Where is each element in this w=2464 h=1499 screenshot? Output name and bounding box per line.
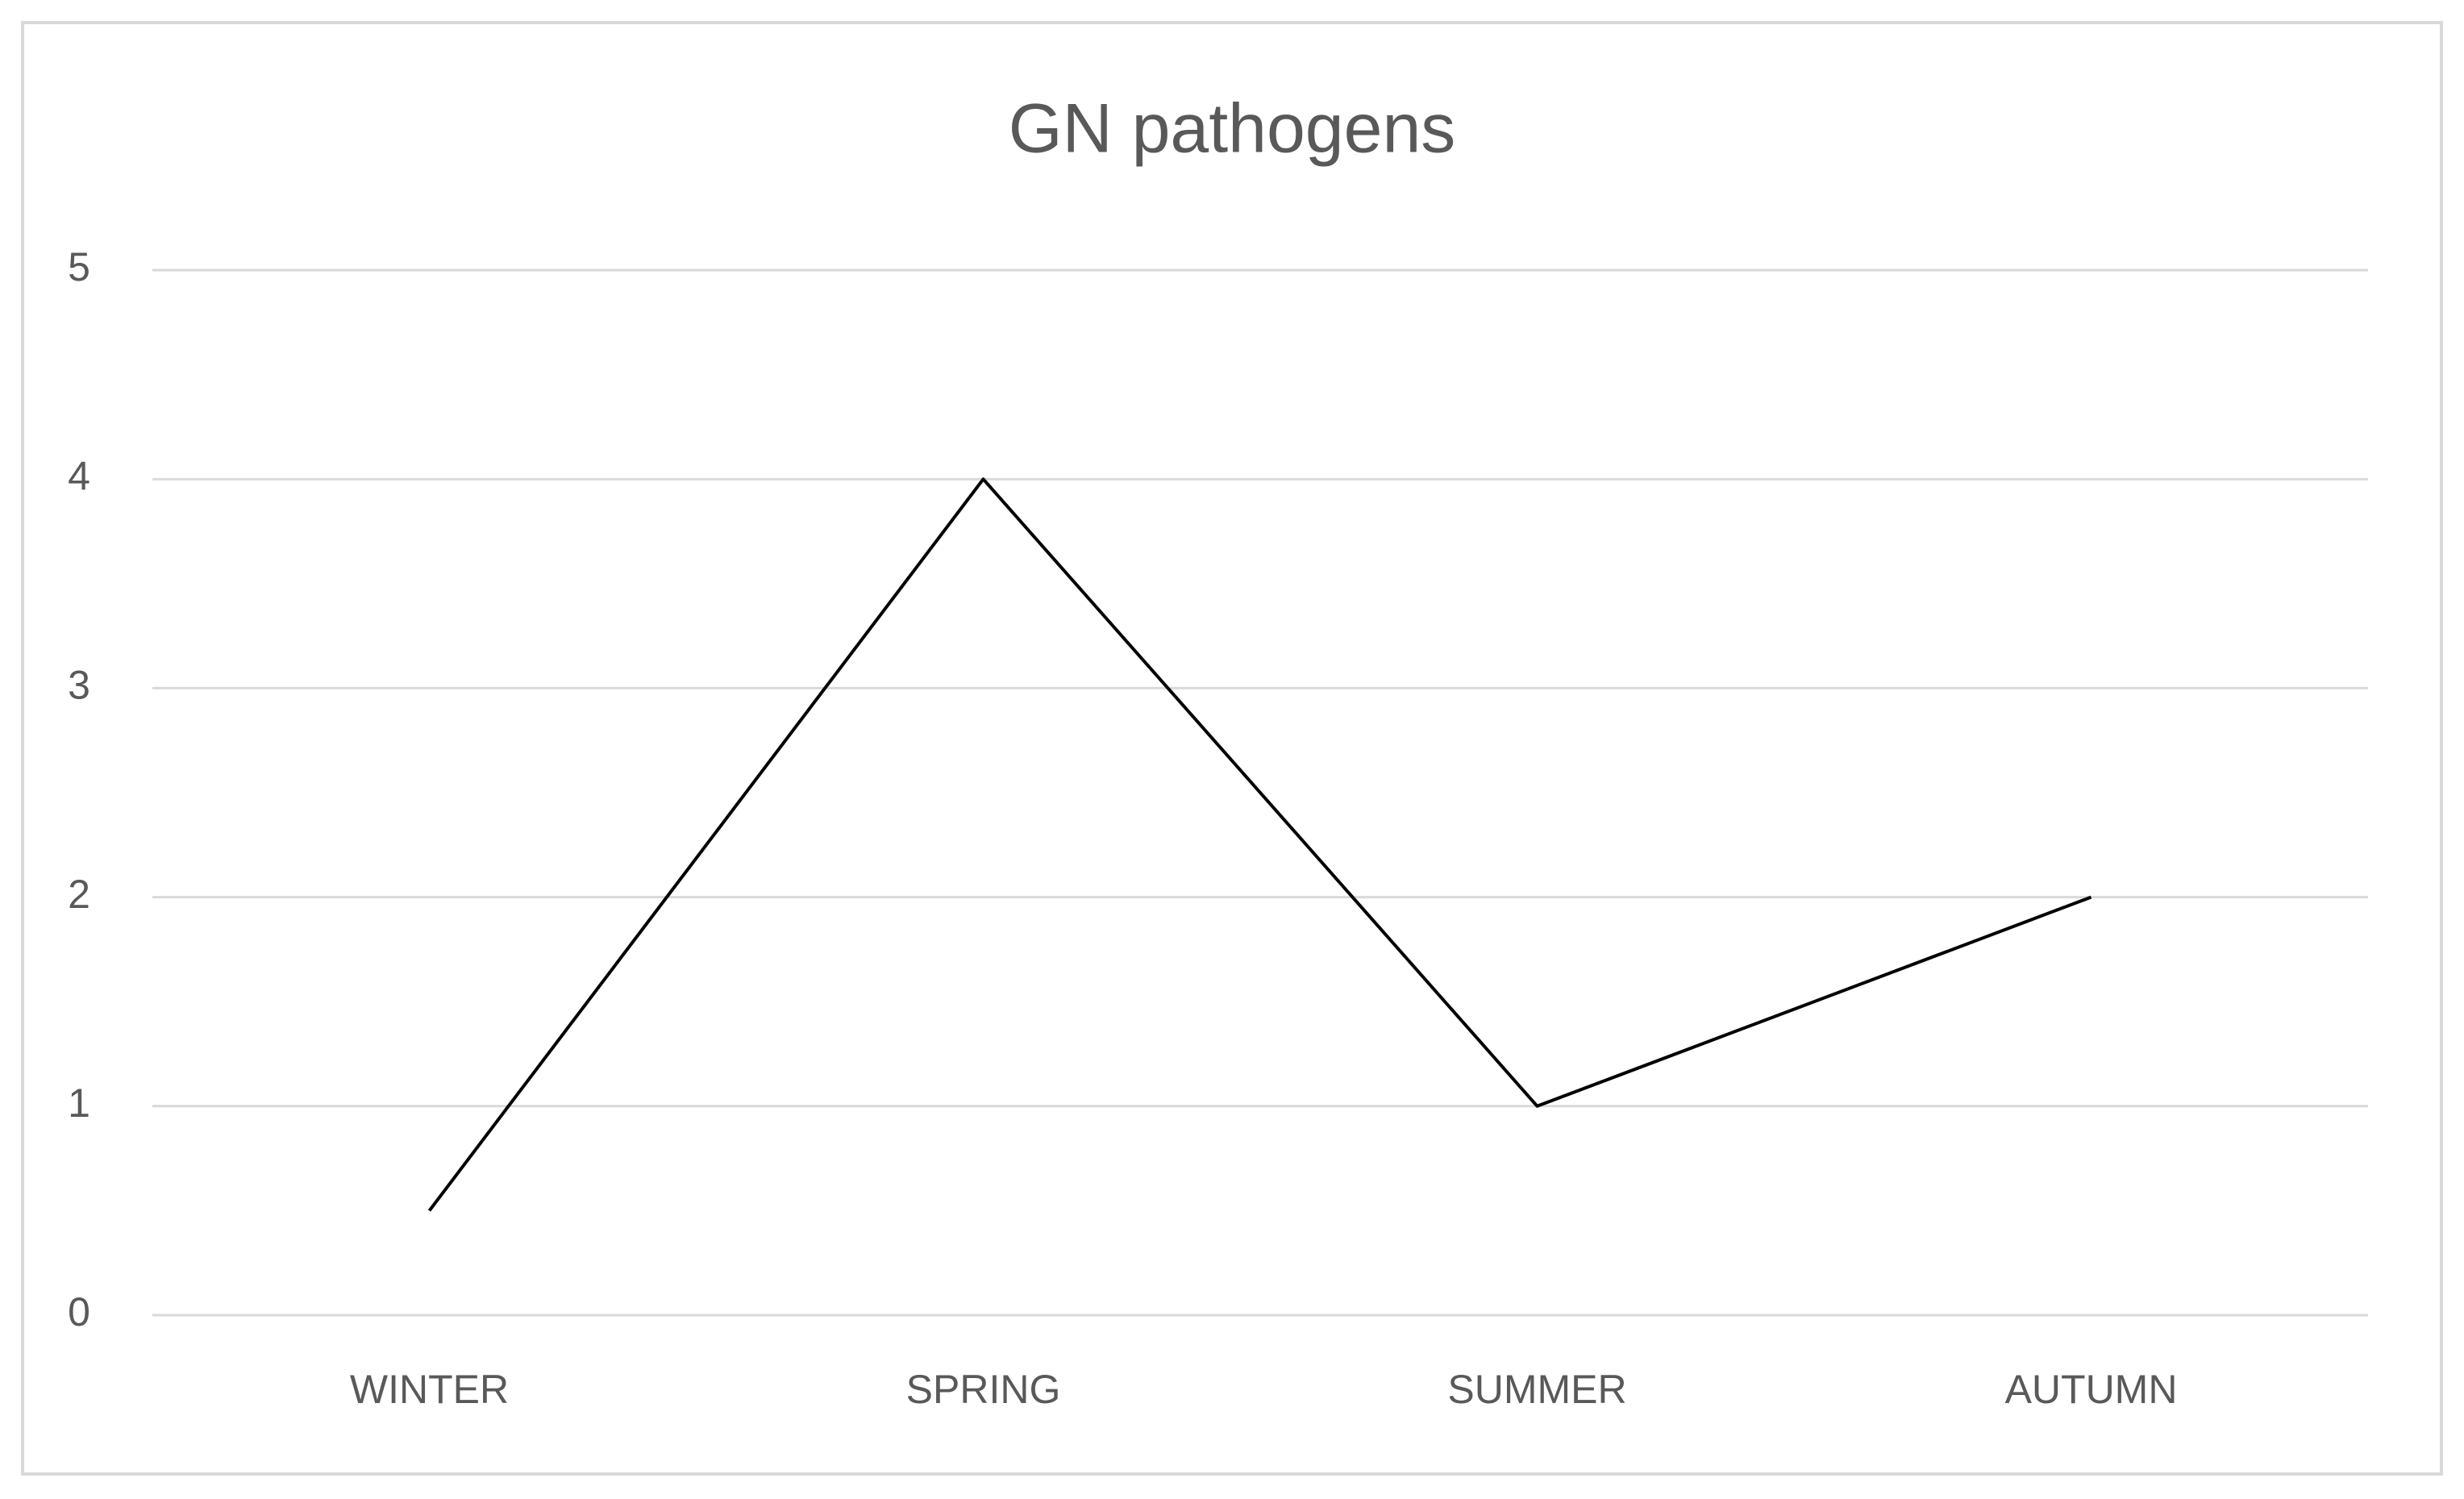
y-tick-label: 3	[68, 663, 90, 708]
x-tick-label: SUMMER	[1447, 1367, 1626, 1412]
x-tick-label: WINTER	[350, 1367, 509, 1412]
x-tick-label: AUTUMN	[2005, 1367, 2178, 1412]
y-tick-label: 2	[68, 872, 90, 917]
data-line	[427, 477, 2092, 1212]
y-tick-label: 1	[68, 1081, 90, 1126]
y-tick-label: 0	[68, 1289, 90, 1335]
y-tick-label: 5	[68, 244, 90, 289]
y-tick-label: 4	[68, 453, 90, 498]
chart-border	[21, 21, 2443, 1476]
chart-title: GN pathogens	[1009, 90, 1456, 168]
x-tick-label: SPRING	[906, 1367, 1061, 1412]
